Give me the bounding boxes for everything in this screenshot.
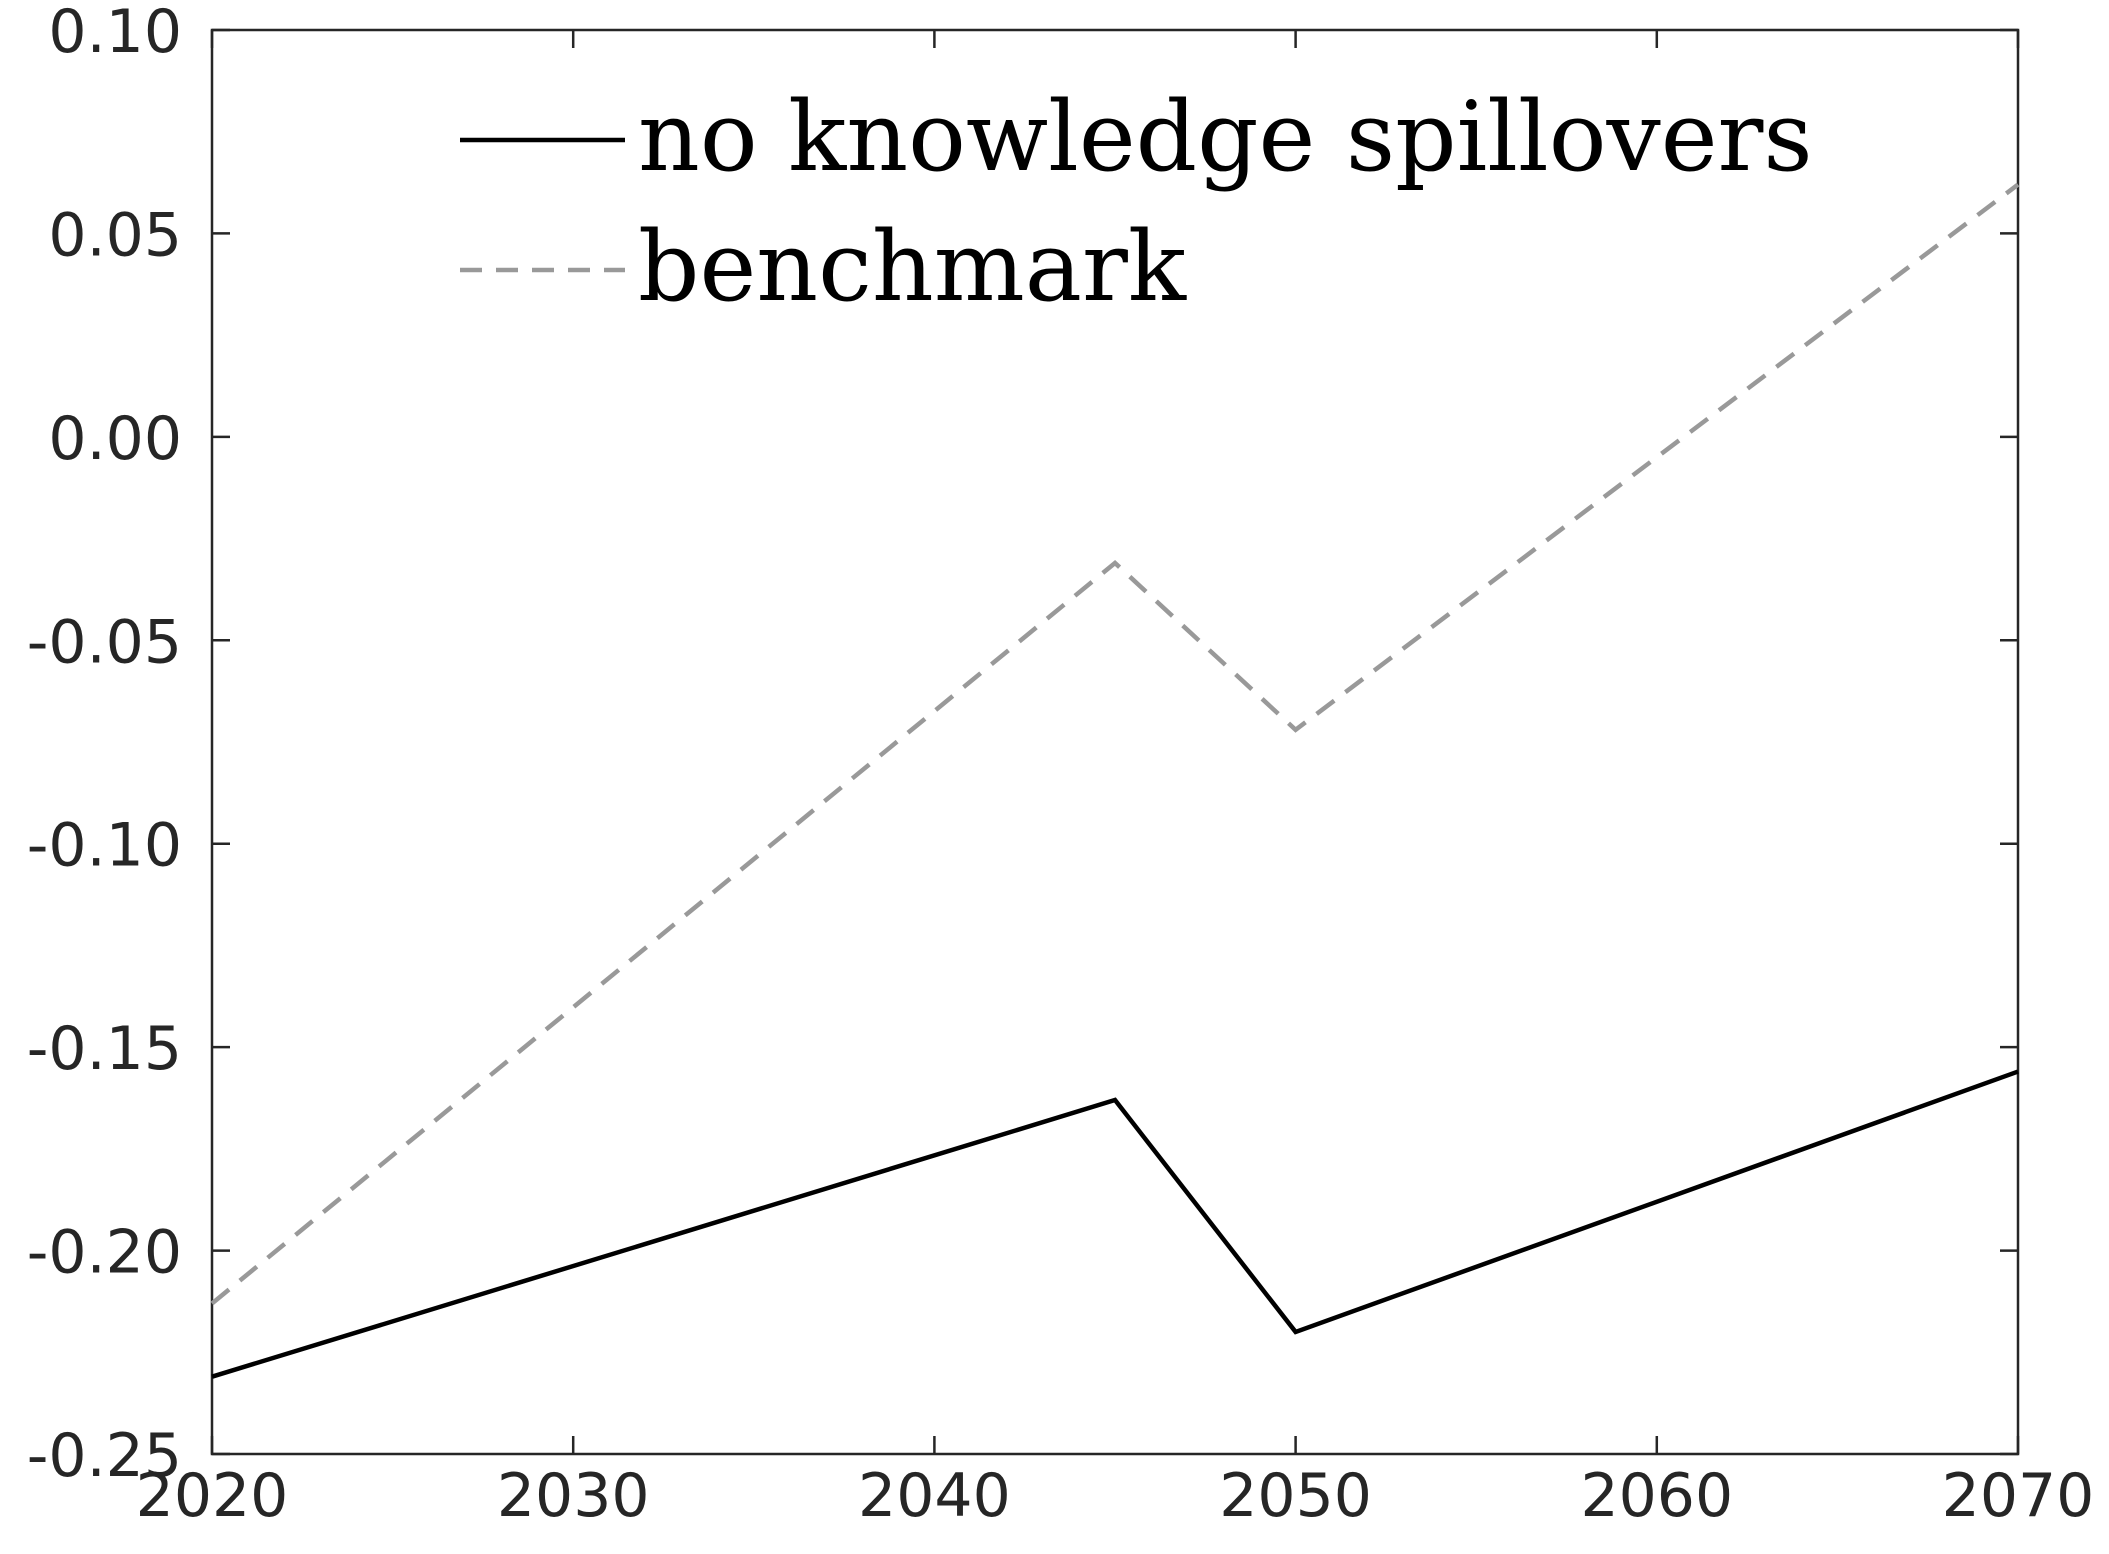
x-tick-label: 2040 bbox=[858, 1461, 1011, 1531]
y-tick-label: 0.00 bbox=[48, 404, 182, 474]
y-tick-label: -0.10 bbox=[27, 811, 182, 881]
axes-box bbox=[210, 28, 2020, 1456]
x-tick-label: 2070 bbox=[1942, 1461, 2095, 1531]
y-tick-label: -0.20 bbox=[27, 1218, 182, 1288]
y-tick-label: -0.25 bbox=[27, 1421, 182, 1491]
y-tick-label: 0.10 bbox=[48, 0, 182, 67]
series-line bbox=[210, 182, 2020, 1306]
y-tick-label: -0.15 bbox=[27, 1014, 182, 1084]
series-line bbox=[211, 1069, 2019, 1379]
x-tick-label: 2050 bbox=[1219, 1461, 1372, 1531]
x-axis: 2020 2030 2040 2050 2060 2070 bbox=[136, 30, 2095, 1531]
series-layer bbox=[210, 182, 2020, 1379]
plot-area bbox=[210, 28, 2020, 1456]
y-tick-label: -0.05 bbox=[27, 607, 182, 677]
y-tick-label: 0.05 bbox=[48, 200, 182, 270]
x-tick-label: 2030 bbox=[497, 1461, 650, 1531]
legend-label: benchmark bbox=[638, 211, 1187, 323]
x-tick-label: 2060 bbox=[1580, 1461, 1733, 1531]
x-tick-label: 2020 bbox=[136, 1461, 289, 1531]
y-axis: 0.10 0.05 0.00 -0.05 -0.10 -0.15 -0.20 -0.25 bbox=[27, 0, 2018, 1491]
legend-label: no knowledge spillovers bbox=[638, 81, 1813, 193]
legend: no knowledge spillovers benchmark bbox=[460, 81, 1813, 323]
